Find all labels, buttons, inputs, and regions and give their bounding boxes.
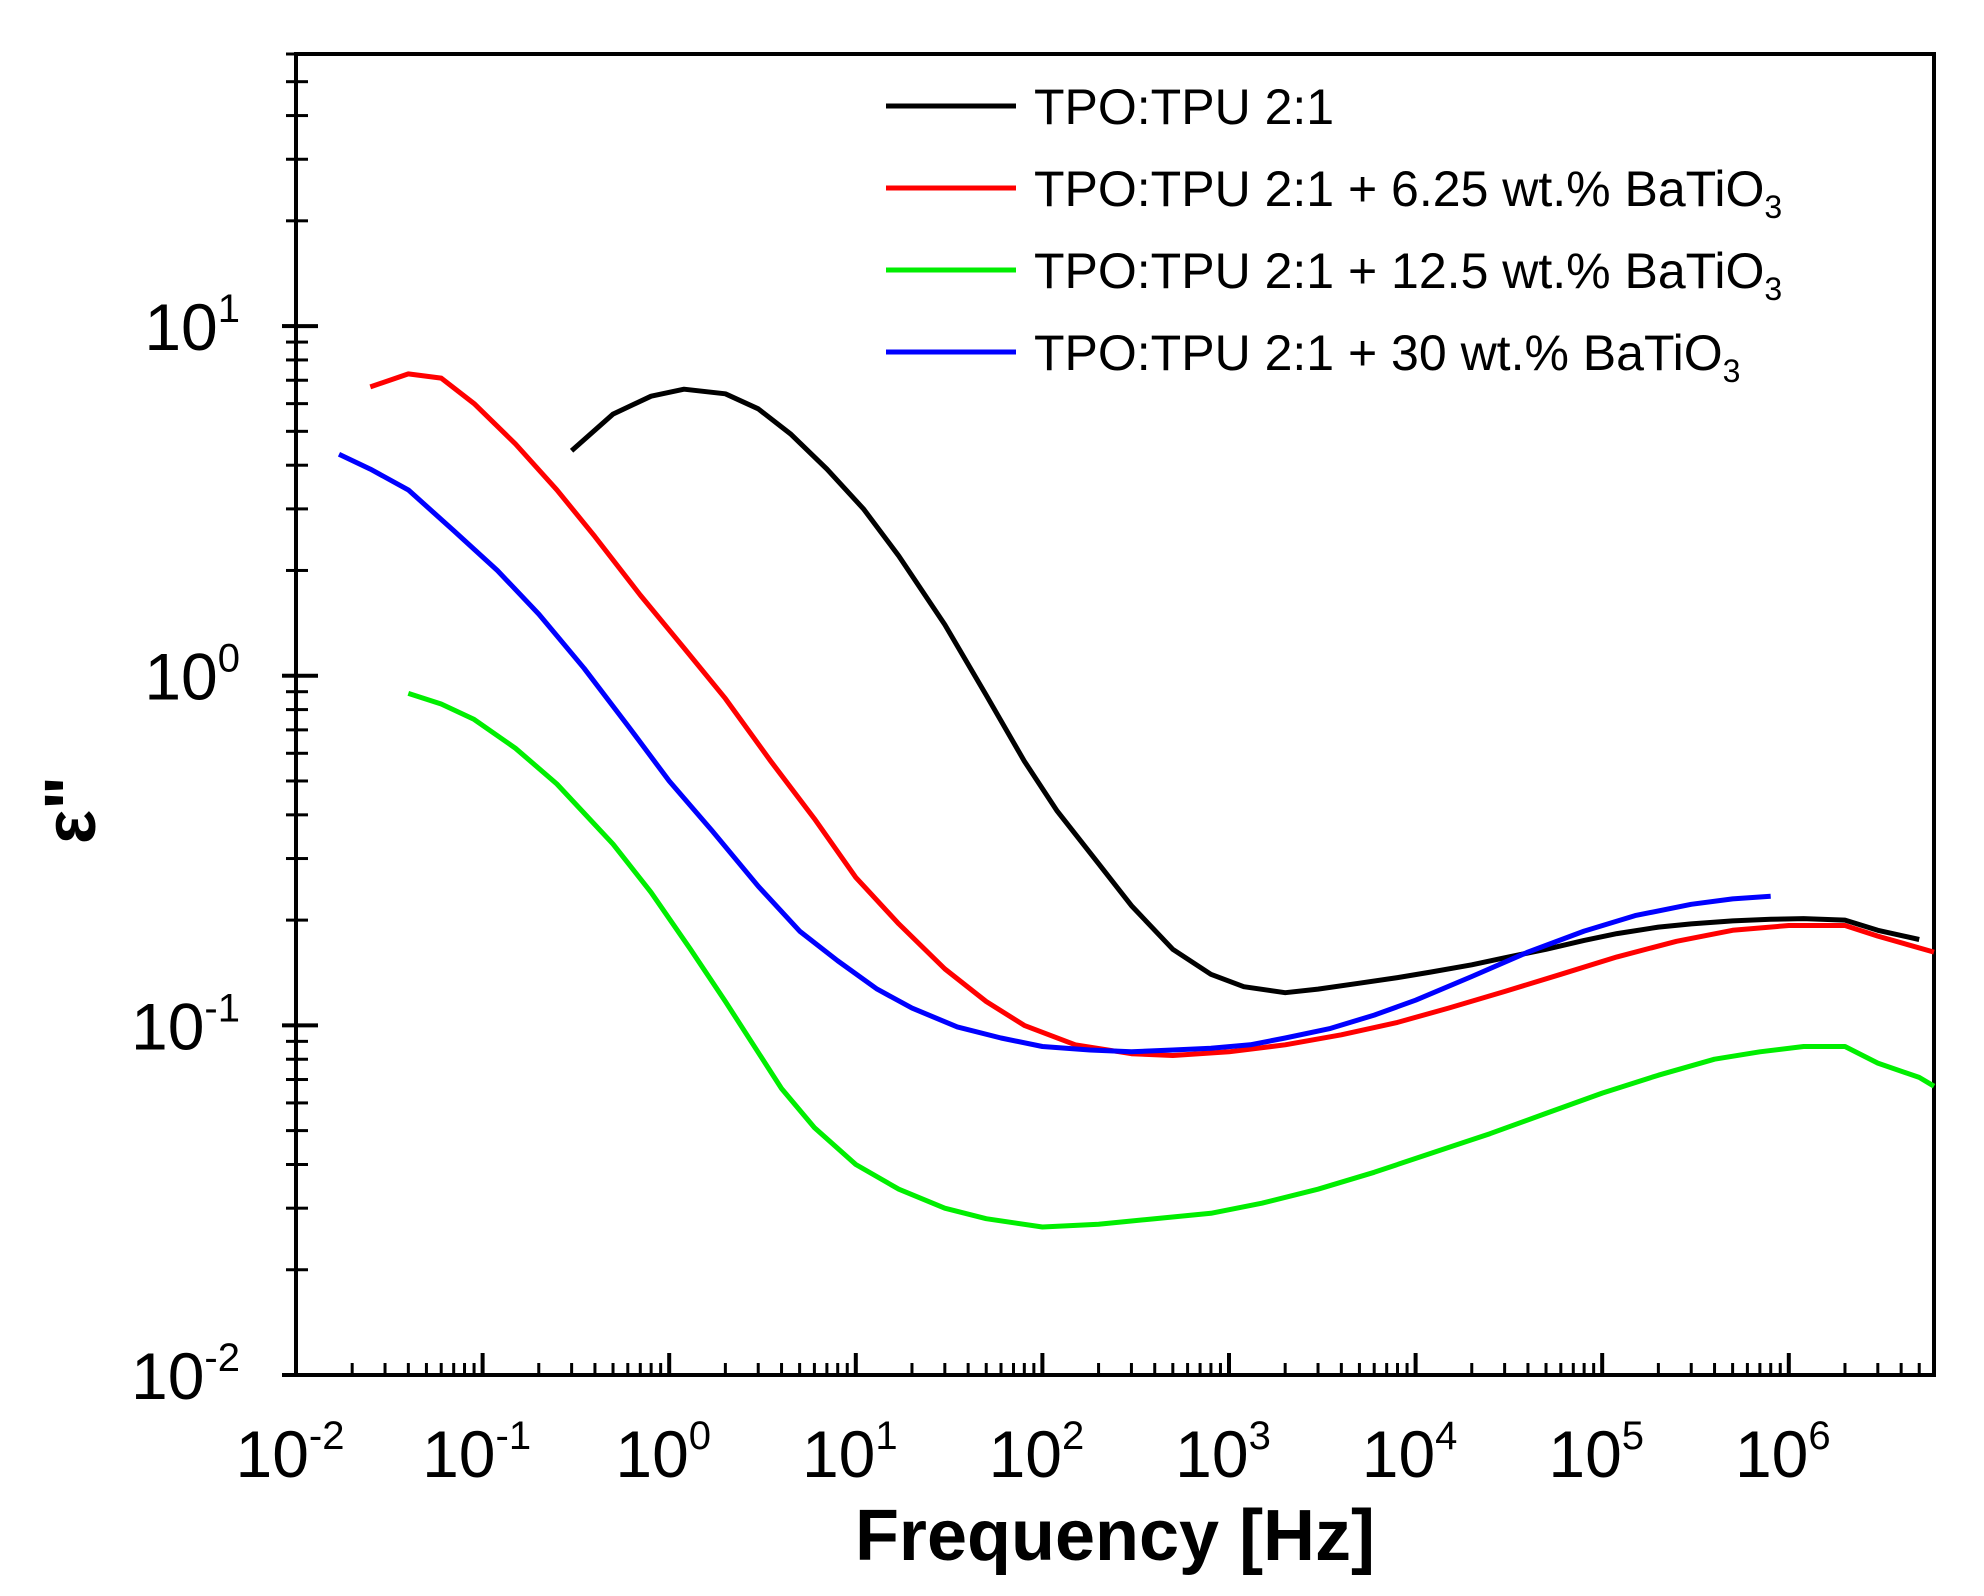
legend-label-4: TPO:TPU 2:1 + 30 wt.% BaTiO3 (1034, 325, 1740, 389)
y-tick-label: 10-2 (131, 1336, 240, 1413)
x-tick-label: 102 (989, 1414, 1085, 1491)
x-axis-title: Frequency [Hz] (855, 1496, 1375, 1576)
legend-label-2: TPO:TPU 2:1 + 6.25 wt.% BaTiO3 (1034, 161, 1782, 225)
x-tick-label: 10-1 (422, 1414, 531, 1491)
x-tick-label: 100 (615, 1414, 711, 1491)
legend-label-3: TPO:TPU 2:1 + 12.5 wt.% BaTiO3 (1034, 243, 1782, 307)
x-tick-label: 103 (1175, 1414, 1271, 1491)
legend: TPO:TPU 2:1 TPO:TPU 2:1 + 6.25 wt.% BaTiO… (886, 79, 1782, 389)
plot-frame (294, 52, 1936, 1377)
y-axis-title: ε" (31, 776, 111, 844)
y-tick-label: 10-1 (131, 986, 240, 1063)
legend-label-1: TPO:TPU 2:1 (1034, 79, 1334, 135)
series-lines (337, 371, 1936, 1230)
series-line-4 (337, 451, 1771, 1055)
series-line-3 (407, 691, 1936, 1230)
y-axis: 10-2 10-1 100 101 (131, 52, 318, 1413)
x-tick-label: 101 (802, 1414, 898, 1491)
x-tick-label: 10-2 (236, 1414, 345, 1491)
series-line-1 (569, 386, 1920, 996)
x-tick-label: 106 (1735, 1414, 1831, 1491)
x-tick-label: 104 (1362, 1414, 1458, 1491)
y-tick-label: 100 (144, 637, 240, 714)
y-tick-label: 101 (144, 287, 240, 364)
x-axis: 10-2 10-1 100 101 102 103 104 105 106 (236, 1353, 1936, 1491)
x-tick-label: 105 (1548, 1414, 1644, 1491)
series-line-2 (369, 371, 1935, 1058)
